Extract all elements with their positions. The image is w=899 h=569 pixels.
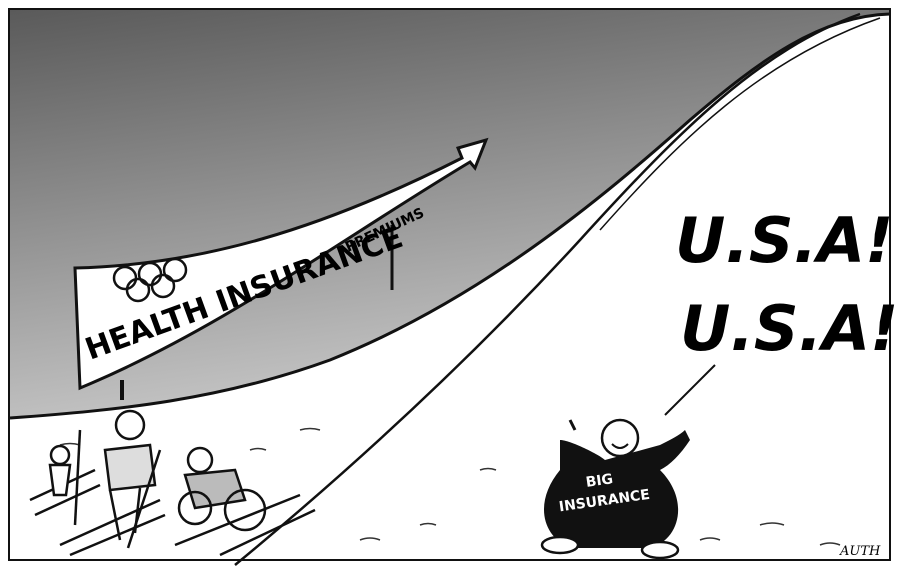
speech-line: U.S.A! bbox=[675, 204, 893, 277]
speech-line: U.S.A! bbox=[680, 292, 898, 365]
cartoon: HEALTH INSURANCE PREMIUMS BIG INSURANCE … bbox=[0, 0, 899, 569]
signature: AUTH bbox=[839, 544, 881, 559]
